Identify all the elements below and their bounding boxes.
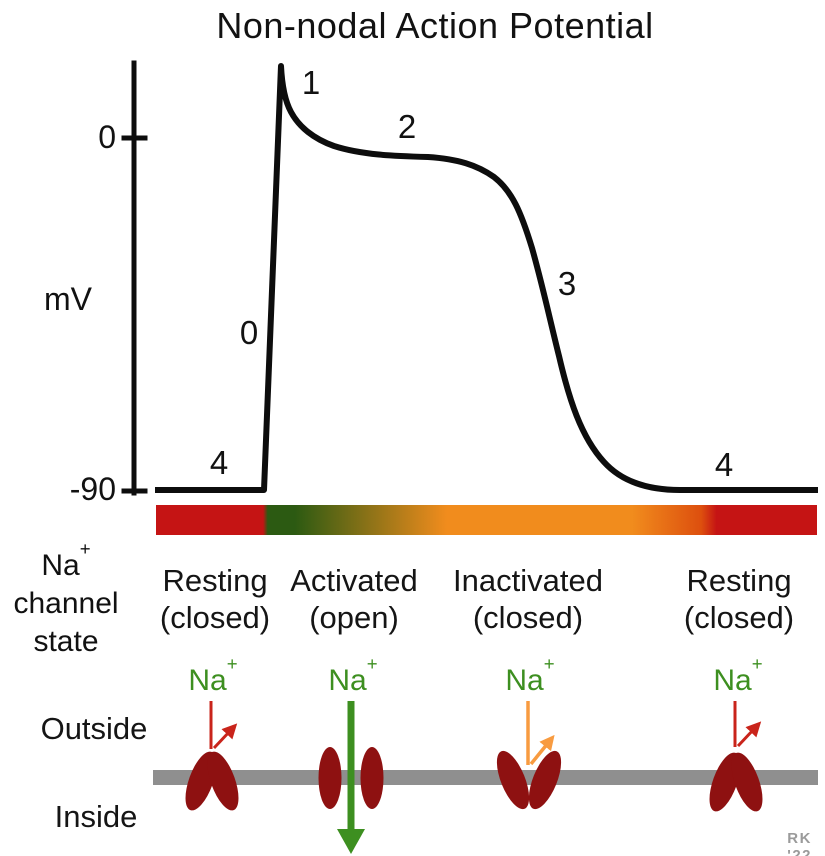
- phase-label-4-left: 4: [209, 444, 229, 481]
- channel-subunit: [496, 750, 530, 810]
- state-resting-1: Resting (closed): [159, 563, 271, 635]
- channel-subunit: [360, 747, 384, 809]
- header-ion: Na+: [41, 537, 91, 582]
- channel-subunit: [207, 751, 239, 811]
- author-signature: RK '22: [787, 830, 813, 856]
- na-deflected-arrow-icon: [529, 734, 555, 766]
- na-ion-label-3: Na+: [505, 652, 555, 697]
- channel-resting-closed-2: [709, 701, 763, 812]
- header-channel: channel: [13, 587, 119, 620]
- state-activated: Activated (open): [290, 563, 418, 635]
- y-tick-label-minus90: -90: [69, 471, 116, 507]
- channel-inactivated-closed: [496, 701, 562, 810]
- na-influx-arrow-head-icon: [337, 829, 365, 854]
- na-channel-state-colorbar: [156, 505, 817, 535]
- na-ion-label-1: Na+: [188, 652, 238, 697]
- channel-subunit: [318, 747, 342, 809]
- channel-subunit: [528, 750, 562, 810]
- y-axis-unit-label: mV: [44, 281, 92, 317]
- inside-label: Inside: [54, 799, 138, 834]
- diagram-title: Non-nodal Action Potential: [216, 5, 654, 46]
- state-resting-2: Resting (closed): [683, 563, 795, 635]
- state-inactivated: Inactivated (closed): [453, 563, 603, 635]
- y-tick-label-0: 0: [98, 119, 116, 155]
- header-state: state: [33, 625, 99, 658]
- channel-subunit: [731, 752, 763, 812]
- channel-resting-closed-1: [185, 701, 239, 811]
- action-potential-curve: [155, 63, 818, 493]
- phase-label-2: 2: [397, 108, 417, 145]
- outside-label: Outside: [40, 711, 148, 746]
- phase-label-1: 1: [301, 64, 321, 101]
- y-axis: [121, 60, 148, 496]
- channel-activated-open: [318, 701, 384, 854]
- phase-label-3: 3: [557, 265, 577, 302]
- na-ion-label-2: Na+: [328, 652, 378, 697]
- na-deflected-arrow-icon: [212, 723, 238, 750]
- na-ion-label-4: Na+: [713, 652, 763, 697]
- na-deflected-arrow-icon: [736, 721, 762, 748]
- phase-label-4-right: 4: [714, 446, 734, 483]
- phase-label-0: 0: [239, 314, 259, 351]
- channel-state-header: Na+ channel state: [2, 537, 130, 661]
